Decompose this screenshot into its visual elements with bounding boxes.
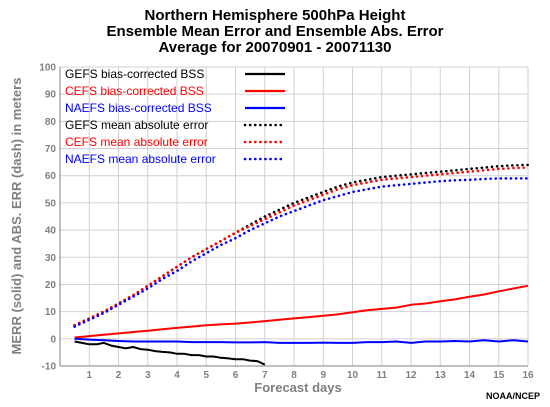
x-tick-label: 3: [145, 370, 151, 381]
chart-title-line-3: Average for 20070901 - 20071130: [158, 39, 392, 56]
y-tick-label: 60: [45, 171, 57, 182]
legend-entry-label: NAEFS mean absolute error: [65, 152, 216, 166]
x-tick-label: 14: [464, 370, 476, 381]
series-line-0: [74, 340, 266, 366]
y-tick-label: 90: [45, 90, 57, 101]
y-axis-label: MERR (solid) and ABS. ERR (dash) in mete…: [9, 78, 24, 355]
x-tick-label: 1: [86, 370, 92, 381]
source-credit: NOAA/NCEP: [485, 391, 540, 401]
series-line-4: [73, 166, 530, 327]
x-tick-label: 13: [435, 370, 447, 381]
x-tick-label: 8: [291, 370, 297, 381]
x-axis-label: Forecast days: [254, 380, 341, 395]
series-line-1: [74, 284, 529, 339]
legend: GEFS bias-corrected BSS CEFS bias-correct…: [65, 67, 287, 166]
y-tick-label: -10: [42, 362, 57, 373]
legend-entry-label: GEFS mean absolute error: [65, 118, 208, 132]
y-tick-label: 100: [39, 63, 56, 74]
series-line-5: [73, 177, 530, 328]
x-tick-label: 5: [203, 370, 209, 381]
axes: [59, 67, 528, 367]
x-tick-label: 11: [376, 370, 387, 381]
y-tick-label: 40: [45, 226, 57, 237]
x-tick-label: 4: [174, 370, 180, 381]
x-tick-label: 10: [347, 370, 359, 381]
legend-entry-label: CEFS bias-corrected BSS: [65, 84, 204, 98]
y-tick-label: 20: [45, 280, 57, 291]
series: [73, 163, 530, 366]
y-tick-label: 0: [50, 334, 56, 345]
y-tick-label: 50: [45, 198, 57, 209]
series-line-2: [74, 337, 529, 344]
legend-entry-label: CEFS mean absolute error: [65, 135, 208, 149]
x-tick-label: 12: [405, 370, 417, 381]
x-tick-label: 9: [320, 370, 326, 381]
x-tick-label: 7: [262, 370, 268, 381]
chart-title-line-2: Ensemble Mean Error and Ensemble Abs. Er…: [106, 23, 444, 40]
x-tick-label: 2: [116, 370, 122, 381]
y-tick-label: 80: [45, 117, 57, 128]
legend-entry-label: NAEFS bias-corrected BSS: [65, 101, 212, 115]
y-tick-label: 70: [45, 144, 57, 155]
x-tick-label: 16: [522, 370, 534, 381]
series-line-3: [73, 163, 530, 327]
legend-entry-label: GEFS bias-corrected BSS: [65, 67, 204, 81]
y-tick-label: 10: [45, 307, 57, 318]
x-tick-label: 15: [493, 370, 505, 381]
x-tick-label: 6: [233, 370, 239, 381]
y-tick-label: 30: [45, 253, 57, 264]
chart-title-line-1: Northern Hemisphere 500hPa Height: [144, 7, 406, 24]
